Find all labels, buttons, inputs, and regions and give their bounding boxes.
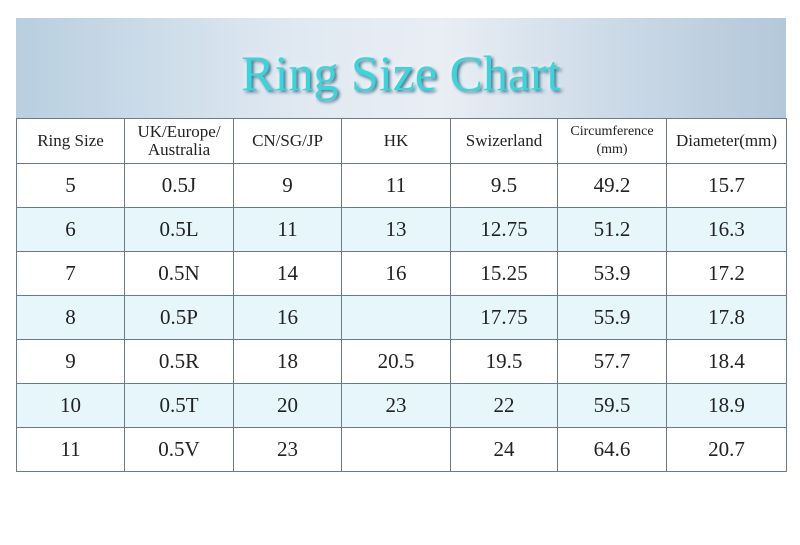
- table-cell: 22: [450, 383, 558, 428]
- table-cell: 0.5N: [124, 251, 234, 296]
- table-cell: 14: [233, 251, 342, 296]
- table-cell: 10: [16, 383, 125, 428]
- table-cell: 13: [341, 207, 451, 252]
- table-cell: 0.5T: [124, 383, 234, 428]
- table-cell: 18.9: [666, 383, 787, 428]
- column-header: Ring Size: [16, 118, 125, 164]
- table-cell: 64.6: [557, 427, 667, 472]
- table-cell: 12.75: [450, 207, 558, 252]
- column-header: Diameter(mm): [666, 118, 787, 164]
- column-header: CN/SG/JP: [233, 118, 342, 164]
- table-cell: 57.7: [557, 339, 667, 384]
- table-cell: 15.25: [450, 251, 558, 296]
- table-cell: 23: [341, 383, 451, 428]
- column-header: UK/Europe/ Australia: [124, 118, 234, 164]
- table-row: 11 0.5V 23 24 64.6 20.7: [16, 427, 787, 472]
- table-cell: 11: [16, 427, 125, 472]
- table-cell: 59.5: [557, 383, 667, 428]
- table-cell: 55.9: [557, 295, 667, 340]
- table-cell: 17.2: [666, 251, 787, 296]
- table-cell: 53.9: [557, 251, 667, 296]
- table-cell: [341, 295, 451, 340]
- table-row: 9 0.5R 18 20.5 19.5 57.7 18.4: [16, 339, 787, 384]
- table-cell: 9: [233, 163, 342, 208]
- table-cell: 19.5: [450, 339, 558, 384]
- table-cell: 0.5R: [124, 339, 234, 384]
- table-row: 5 0.5J 9 11 9.5 49.2 15.7: [16, 163, 787, 208]
- table-cell: 11: [341, 163, 451, 208]
- table-row: 8 0.5P 16 17.75 55.9 17.8: [16, 295, 787, 340]
- column-header: Swizerland: [450, 118, 558, 164]
- table-cell: 15.7: [666, 163, 787, 208]
- column-header: HK: [341, 118, 451, 164]
- table-cell: 23: [233, 427, 342, 472]
- table-cell: 16: [233, 295, 342, 340]
- table-cell: 8: [16, 295, 125, 340]
- table-cell: 16.3: [666, 207, 787, 252]
- table-cell: 6: [16, 207, 125, 252]
- table-cell: 0.5J: [124, 163, 234, 208]
- table-cell: 0.5P: [124, 295, 234, 340]
- table-cell: 0.5L: [124, 207, 234, 252]
- column-header: Circumference (mm): [557, 118, 667, 164]
- table-cell: 16: [341, 251, 451, 296]
- title: Ring Size Chart: [241, 45, 561, 101]
- table-cell: 24: [450, 427, 558, 472]
- table-cell: 51.2: [557, 207, 667, 252]
- table-cell: 9: [16, 339, 125, 384]
- table-body: 5 0.5J 9 11 9.5 49.2 15.7 6 0.5L 11 13 12.75 51.2 16.…: [16, 163, 787, 472]
- table-cell: 18: [233, 339, 342, 384]
- table-row: 6 0.5L 11 13 12.75 51.2 16.3: [16, 207, 787, 252]
- banner: [16, 18, 786, 118]
- table-row: 7 0.5N 14 16 15.25 53.9 17.2: [16, 251, 787, 296]
- table-cell: 7: [16, 251, 125, 296]
- table-cell: 5: [16, 163, 125, 208]
- table-cell: 20: [233, 383, 342, 428]
- table-cell: 20.7: [666, 427, 787, 472]
- table-row: 10 0.5T 20 23 22 59.5 18.9: [16, 383, 787, 428]
- header-row: Ring Size UK/Europe/ Australia CN/SG/JP HK S…: [16, 118, 787, 164]
- table-cell: 18.4: [666, 339, 787, 384]
- table-cell: 11: [233, 207, 342, 252]
- table-cell: 9.5: [450, 163, 558, 208]
- table-cell: 0.5V: [124, 427, 234, 472]
- table-cell: [341, 427, 451, 472]
- table-cell: 20.5: [341, 339, 451, 384]
- table-cell: 17.75: [450, 295, 558, 340]
- table-cell: 49.2: [557, 163, 667, 208]
- size-table: Ring Size UK/Europe/ Australia CN/SG/JP HK S…: [16, 118, 787, 472]
- table-cell: 17.8: [666, 295, 787, 340]
